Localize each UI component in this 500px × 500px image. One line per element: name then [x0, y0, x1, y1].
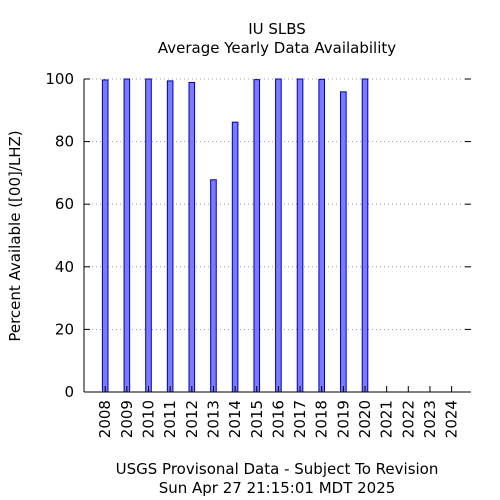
y-tick-label: 40: [55, 258, 74, 276]
y-tick-label: 0: [64, 383, 74, 401]
bars: [101, 78, 369, 393]
x-tick-label: 2011: [161, 400, 179, 438]
x-tick-label: 2022: [399, 400, 417, 438]
bar-2010: [145, 78, 152, 393]
bar-2018: [318, 78, 325, 393]
bar-2019: [340, 91, 347, 393]
bar-2014: [231, 121, 239, 393]
x-tick-label: 2010: [140, 400, 158, 438]
x-tick-label: 2024: [443, 400, 461, 438]
x-tick-label: 2009: [118, 400, 136, 438]
x-tick-label: 2021: [378, 400, 396, 438]
x-tick-label: 2020: [356, 400, 374, 438]
bar-2020: [361, 78, 369, 393]
x-tick-label: 2014: [226, 400, 244, 438]
x-tick-label: 2012: [183, 400, 201, 438]
chart-subtitle: Average Yearly Data Availability: [158, 39, 396, 57]
x-tick-label: 2008: [96, 400, 114, 438]
bar-2013: [210, 179, 217, 393]
bar-2009: [123, 78, 131, 393]
bar-2008: [101, 79, 109, 393]
x-axis-label: USGS Provisonal Data - Subject To Revisi…: [116, 460, 439, 478]
y-axis-label: Percent Available ([00]/LHZ): [6, 130, 24, 341]
x-ticks: 2008 2009 2010 2011 2012 2013 2014 2015 2016 2017…: [96, 386, 461, 438]
x-tick-label: 2018: [313, 400, 331, 438]
x-tick-label: 2019: [334, 400, 352, 438]
bar-2015: [253, 79, 261, 393]
bar-2017: [296, 78, 304, 393]
x-axis-label-date: Sun Apr 27 21:15:01 MDT 2025: [159, 479, 396, 497]
x-tick-label: 2017: [291, 400, 309, 438]
y-ticks: 0 20 40 60 80 100: [45, 70, 471, 401]
y-tick-label: 20: [55, 320, 74, 338]
y-tick-label: 80: [55, 133, 74, 151]
x-tick-label: 2016: [269, 400, 287, 438]
x-tick-label: 2015: [248, 400, 266, 438]
bar-2012: [188, 81, 196, 393]
x-tick-label: 2023: [421, 400, 439, 438]
y-tick-label: 60: [55, 195, 74, 213]
bar-2016: [275, 78, 282, 393]
bar-2011: [166, 80, 174, 393]
x-tick-label: 2013: [204, 400, 222, 438]
chart-title: IU SLBS: [248, 20, 306, 38]
y-tick-label: 100: [45, 70, 74, 88]
